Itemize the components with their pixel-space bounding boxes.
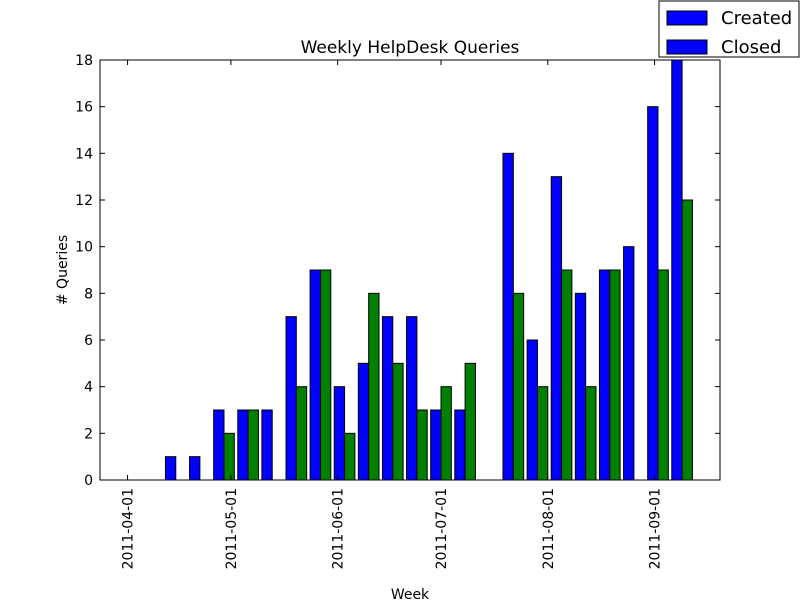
bar xyxy=(609,269,621,480)
bar xyxy=(671,60,683,480)
bar xyxy=(512,292,525,480)
bar xyxy=(657,269,669,480)
y-tick-label: 14 xyxy=(75,146,93,162)
y-tick-label: 6 xyxy=(84,333,93,349)
bar xyxy=(309,269,321,480)
y-axis-label: # Queries xyxy=(55,235,71,305)
bar xyxy=(247,409,259,480)
bar xyxy=(440,386,452,480)
bar xyxy=(561,269,573,480)
bar xyxy=(502,152,514,480)
bar xyxy=(464,362,476,480)
y-tick-label: 18 xyxy=(75,53,93,69)
y-tick-label: 4 xyxy=(84,380,93,396)
bar xyxy=(536,386,549,480)
bar xyxy=(333,386,346,480)
bar xyxy=(526,339,538,480)
bar xyxy=(261,409,273,480)
legend-swatch xyxy=(666,10,708,26)
x-tick-label: 2011-06-01 xyxy=(331,488,347,569)
x-axis-label: Week xyxy=(391,587,430,600)
y-tick-label: 8 xyxy=(84,286,93,302)
bar xyxy=(585,386,597,480)
y-tick-label: 0 xyxy=(84,473,93,489)
x-tick-label: 2011-04-01 xyxy=(121,488,137,569)
y-tick-label: 12 xyxy=(75,193,93,209)
x-tick-label: 2011-09-01 xyxy=(648,488,664,569)
y-tick-label: 2 xyxy=(84,426,93,442)
axes-frame xyxy=(99,59,721,481)
chart-title: Weekly HelpDesk Queries xyxy=(301,38,520,58)
bar xyxy=(681,199,693,480)
bar xyxy=(454,409,466,480)
y-tick-label: 10 xyxy=(75,240,93,256)
legend-label: Closed xyxy=(721,37,781,58)
x-tick-label: 2011-08-01 xyxy=(541,488,557,569)
bar xyxy=(164,456,177,480)
bar xyxy=(416,409,428,480)
bar xyxy=(223,432,235,480)
y-tick-label: 16 xyxy=(75,100,93,116)
bar xyxy=(368,292,380,480)
bar xyxy=(406,316,418,480)
bar xyxy=(647,106,659,480)
bar xyxy=(392,362,404,480)
bar xyxy=(430,409,442,480)
bar xyxy=(344,432,356,480)
bar xyxy=(381,316,394,480)
bar xyxy=(319,269,332,480)
x-tick-label: 2011-07-01 xyxy=(434,488,450,569)
legend-swatch xyxy=(666,39,708,55)
legend-label: Created xyxy=(721,8,792,29)
bar xyxy=(623,246,635,480)
plot-area xyxy=(164,60,693,480)
bar xyxy=(598,269,611,480)
x-tick-label: 2011-05-01 xyxy=(224,488,240,569)
bar xyxy=(237,409,249,480)
bar xyxy=(189,456,201,480)
bar xyxy=(285,316,297,480)
bar xyxy=(213,409,225,480)
bar xyxy=(550,176,563,480)
bar xyxy=(574,292,587,480)
bar xyxy=(357,362,370,480)
bar xyxy=(295,386,308,480)
